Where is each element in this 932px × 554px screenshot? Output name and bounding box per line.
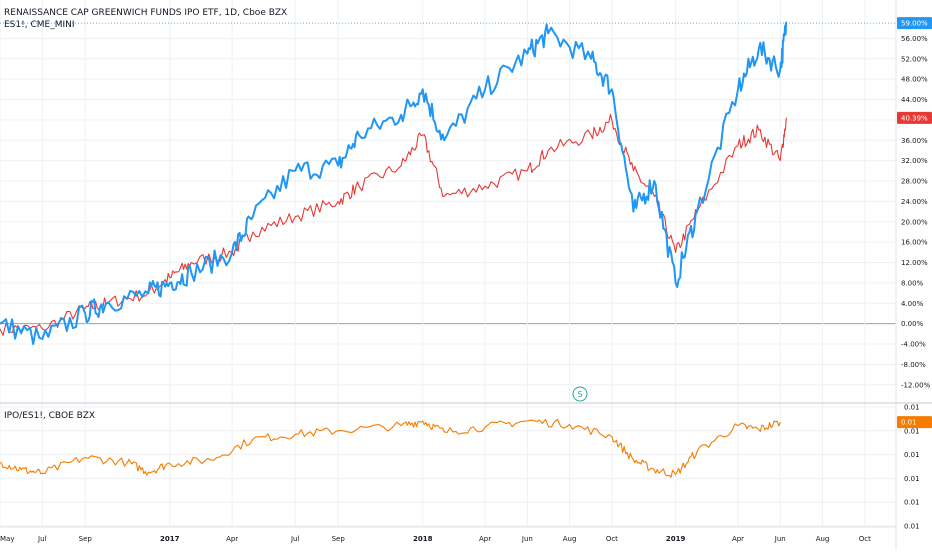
upper-price-tick: -12.00% [901,381,931,389]
ipo-last-value-badge-label: 59.00% [901,20,928,28]
upper-price-tick: 56.00% [901,35,928,43]
upper-price-tick: 4.00% [901,300,924,308]
time-tick-label: 2019 [666,535,686,543]
ipo-series-line[interactable] [0,21,788,346]
time-tick-label: 2018 [413,535,433,543]
es1-last-value-badge[interactable]: 40.39% [897,111,932,124]
ratio-last-value-badge[interactable]: 0.01 [897,416,932,429]
es1-last-value-badge-label: 40.39% [901,114,928,122]
time-tick-label: Jul [37,535,47,543]
time-tick-label: Aug [563,535,577,543]
time-tick-label: Jun [774,535,786,543]
ipo-last-value-badge[interactable]: 59.00% [897,17,932,30]
lower-price-tick: 0.01 [904,404,920,412]
time-tick-label: 2017 [160,535,180,543]
time-tick-label: Aug [816,535,830,543]
upper-price-tick: 16.00% [901,239,928,247]
time-tick-label: Jul [290,535,300,543]
lower-price-tick: 0.01 [904,427,920,435]
split-marker-circle [572,386,588,402]
upper-price-tick: 52.00% [901,55,928,63]
ipo-last-value-badge-bg [897,17,932,30]
time-tick-label: May [0,535,14,543]
lower-legend-title[interactable]: IPO/ES1!, CBOE BZX [4,411,95,421]
upper-price-tick: 0.00% [901,320,924,328]
time-tick-label: Sep [79,535,93,543]
upper-price-tick: 12.00% [901,259,928,267]
upper-price-tick: 44.00% [901,96,928,104]
upper-price-tick: 28.00% [901,178,928,186]
es1-last-value-badge-bg [897,111,932,124]
split-marker[interactable]: S [572,386,588,402]
lower-price-axis[interactable]: 0.010.010.010.010.010.01 [904,404,920,531]
compare-legend-title[interactable]: ES1!, CME_MINI [4,20,75,30]
time-axis[interactable]: May Jul Sep 2017 Apr Jul Sep 2018 Apr Jun Aug Oct 20… [0,535,871,543]
time-tick-label: Oct [859,535,871,543]
time-tick-label: Apr [479,535,491,543]
upper-price-tick: 32.00% [901,157,928,165]
ratio-series-line[interactable] [0,418,781,478]
ratio-last-value-badge-bg [897,416,932,429]
upper-price-tick: -8.00% [901,361,926,369]
lower-price-tick: 0.01 [904,475,920,483]
upper-price-tick: 36.00% [901,137,928,145]
upper-price-tick: -4.00% [901,341,926,349]
upper-price-tick: 20.00% [901,218,928,226]
time-tick-label: Oct [606,535,618,543]
upper-price-axis[interactable]: 56.00%52.00%48.00%44.00%40.00%36.00%32.0… [897,17,932,429]
lower-price-tick: 0.01 [904,499,920,507]
time-tick-label: Apr [732,535,744,543]
upper-price-tick: 24.00% [901,198,928,206]
time-tick-label: Jun [521,535,533,543]
es1-series-line[interactable] [0,113,788,336]
lower-price-tick: 0.01 [904,451,920,459]
upper-price-tick: 48.00% [901,76,928,84]
grid-layer [0,0,896,527]
upper-price-tick: 8.00% [901,279,924,287]
main-legend-title[interactable]: RENAISSANCE CAP GREENWICH FUNDS IPO ETF,… [4,8,287,18]
time-tick-label: Apr [226,535,238,543]
series-layer [0,21,896,478]
ratio-last-value-badge-label: 0.01 [901,419,917,427]
split-marker-label: S [577,390,582,399]
lower-price-tick: 0.01 [904,523,920,531]
time-tick-label: Sep [332,535,346,543]
